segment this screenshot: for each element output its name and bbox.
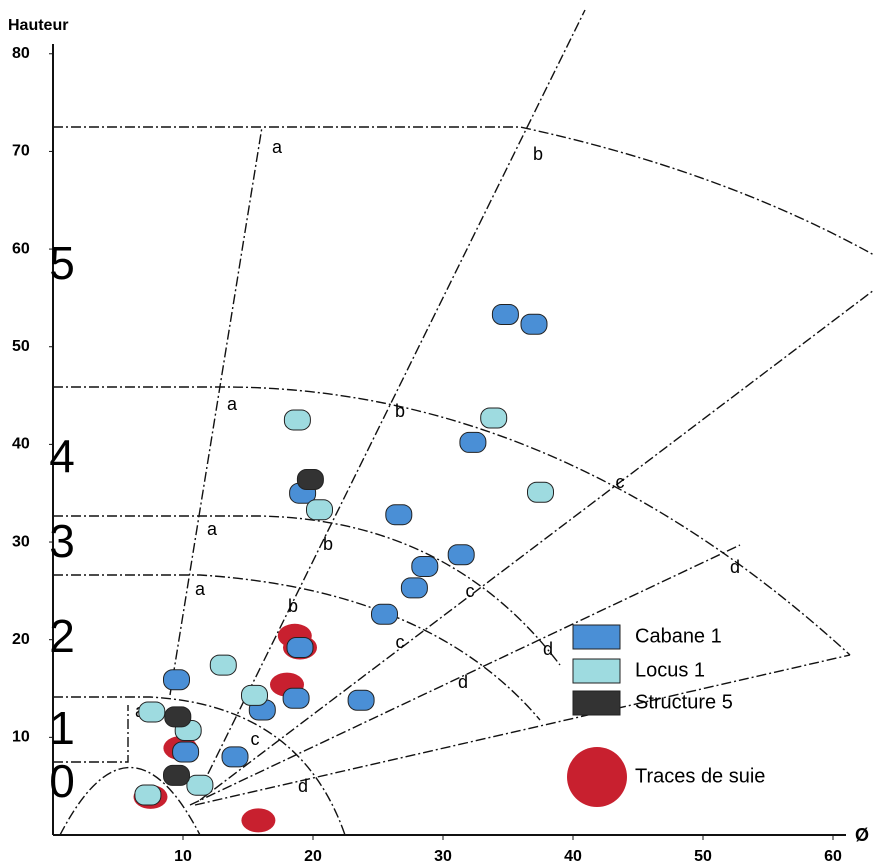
vessel-mark bbox=[221, 746, 249, 768]
y-axis-label: Hauteur bbox=[8, 17, 68, 34]
sector-label: a bbox=[272, 137, 283, 157]
legend-label: Traces de suie bbox=[635, 765, 765, 787]
sector-label: b bbox=[323, 534, 333, 554]
vessel-mark bbox=[163, 764, 190, 786]
legend-label: Structure 5 bbox=[635, 691, 733, 713]
vessel-mark bbox=[209, 654, 237, 676]
y-tick-label: 20 bbox=[12, 631, 30, 648]
vessel-mark bbox=[164, 706, 192, 728]
vessel-mark bbox=[241, 684, 268, 706]
sector-label: b bbox=[395, 401, 405, 421]
sector-label: d bbox=[298, 776, 308, 796]
zone-label: 5 bbox=[49, 237, 75, 289]
x-axis-label: Ø bbox=[855, 825, 869, 845]
vessel-mark bbox=[347, 689, 375, 711]
zone-label: 3 bbox=[49, 515, 75, 567]
zone-label: 2 bbox=[49, 610, 75, 662]
sector-label: c bbox=[466, 581, 475, 601]
vessel-mark bbox=[138, 701, 166, 723]
zone-label: 1 bbox=[49, 702, 75, 754]
sector-label: d bbox=[458, 672, 468, 692]
zone-label: 4 bbox=[49, 430, 75, 482]
y-tick-label: 60 bbox=[12, 240, 30, 257]
vessel-mark bbox=[282, 687, 310, 709]
x-tick-label: 30 bbox=[434, 848, 452, 865]
vessel-mark bbox=[411, 555, 439, 577]
vessel-mark bbox=[296, 469, 324, 491]
vessel-mark bbox=[385, 504, 413, 526]
vessel-mark bbox=[306, 499, 333, 521]
vessel-mark bbox=[459, 431, 487, 453]
sector-label: a bbox=[207, 519, 218, 539]
x-tick-label: 10 bbox=[174, 848, 192, 865]
sector-label: a bbox=[195, 579, 206, 599]
sector-label: c bbox=[251, 729, 260, 749]
sector-label: d bbox=[730, 557, 740, 577]
sector-label: d bbox=[543, 639, 553, 659]
y-tick-label: 70 bbox=[12, 143, 30, 160]
y-tick-label: 40 bbox=[12, 436, 30, 453]
sector-label: a bbox=[227, 394, 238, 414]
vessel-mark bbox=[520, 313, 548, 335]
y-tick-label: 30 bbox=[12, 533, 30, 550]
vessel-mark bbox=[286, 637, 314, 659]
y-tick-label: 10 bbox=[12, 729, 30, 746]
vessel-mark bbox=[480, 407, 508, 429]
legend-swatch bbox=[567, 747, 627, 807]
vessel-mark bbox=[186, 774, 214, 796]
legend-swatch bbox=[572, 690, 621, 716]
legend-label: Cabane 1 bbox=[635, 625, 722, 647]
x-tick-label: 20 bbox=[304, 848, 322, 865]
soot-mark bbox=[241, 808, 276, 833]
x-tick-label: 50 bbox=[694, 848, 712, 865]
sector-label: b bbox=[288, 596, 298, 616]
vessel-mark bbox=[283, 409, 311, 431]
vessel-mark bbox=[400, 577, 428, 599]
zone-lines bbox=[53, 9, 874, 836]
sector-label: b bbox=[533, 144, 543, 164]
zone-label: 0 bbox=[49, 755, 75, 807]
vessel-mark bbox=[491, 304, 519, 326]
sector-label: c bbox=[616, 472, 625, 492]
legend-label: Locus 1 bbox=[635, 659, 705, 681]
vessel-mark bbox=[447, 544, 475, 566]
y-tick-label: 50 bbox=[12, 338, 30, 355]
x-tick-label: 60 bbox=[824, 848, 842, 865]
y-tick-label: 80 bbox=[12, 45, 30, 62]
vessel-mark bbox=[527, 481, 554, 503]
sector-label: c bbox=[396, 632, 405, 652]
legend-swatch bbox=[572, 624, 621, 650]
vessel-mark bbox=[163, 669, 190, 691]
legend-swatch bbox=[572, 658, 621, 684]
vessel-mark bbox=[134, 784, 162, 806]
vessel-mark bbox=[172, 741, 200, 763]
x-tick-label: 40 bbox=[564, 848, 582, 865]
vessel-mark bbox=[371, 603, 398, 625]
